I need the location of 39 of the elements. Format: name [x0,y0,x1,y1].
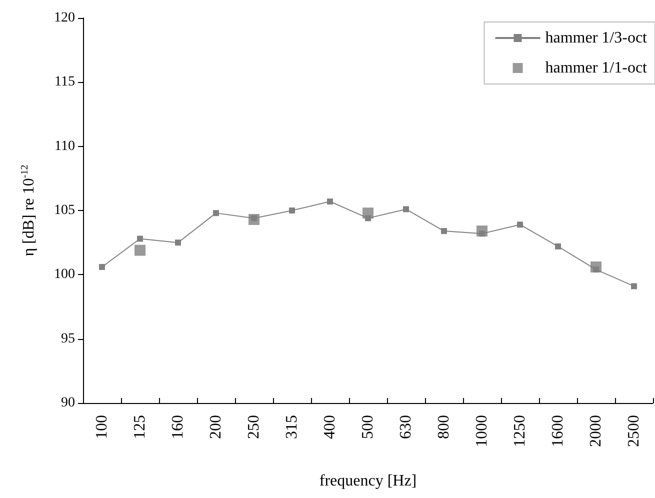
x-tick-label: 400 [322,415,338,439]
x-tick-label: 200 [208,415,224,439]
x-tick-label: 500 [360,415,376,439]
point [289,208,295,214]
legend-label: hammer 1/1-oct [545,60,648,76]
x-tick-label: 125 [132,415,148,439]
y-tick-label: 100 [54,267,75,282]
x-tick-label: 160 [170,415,186,439]
point [134,244,146,256]
point [403,206,409,212]
point [631,283,637,290]
x-tick-label: 2500 [626,415,642,447]
x-tick-label: 2000 [588,415,604,447]
point [99,264,105,270]
x-tick-label: 1600 [550,415,566,447]
y-tick-label: 115 [54,74,75,90]
x-tick-label: 800 [436,415,452,439]
y-tick-label: 105 [54,203,75,218]
y-tick-label: 110 [54,138,75,154]
x-tick-label: 100 [94,415,110,439]
x-tick-label: 1000 [474,415,490,447]
y-tick-label: 95 [61,331,75,346]
y-tick-label: 120 [54,10,75,26]
x-tick-label: 315 [284,415,300,439]
point [175,240,181,246]
x-tick-label: 250 [246,415,262,439]
legend-label: hammer 1/3-oct [545,30,648,46]
y-tick-label: 90 [61,396,75,410]
point [555,243,561,250]
y-axis-title: η [dB] re 10-12 [20,164,38,256]
point [365,215,371,222]
point [137,236,143,242]
point [327,198,333,205]
x-tick-label: 630 [398,415,414,439]
x-axis-title: frequency [Hz] [319,472,417,490]
point [213,210,219,216]
x-tick-label: 1250 [512,415,528,447]
point [441,228,447,234]
point [517,222,523,228]
